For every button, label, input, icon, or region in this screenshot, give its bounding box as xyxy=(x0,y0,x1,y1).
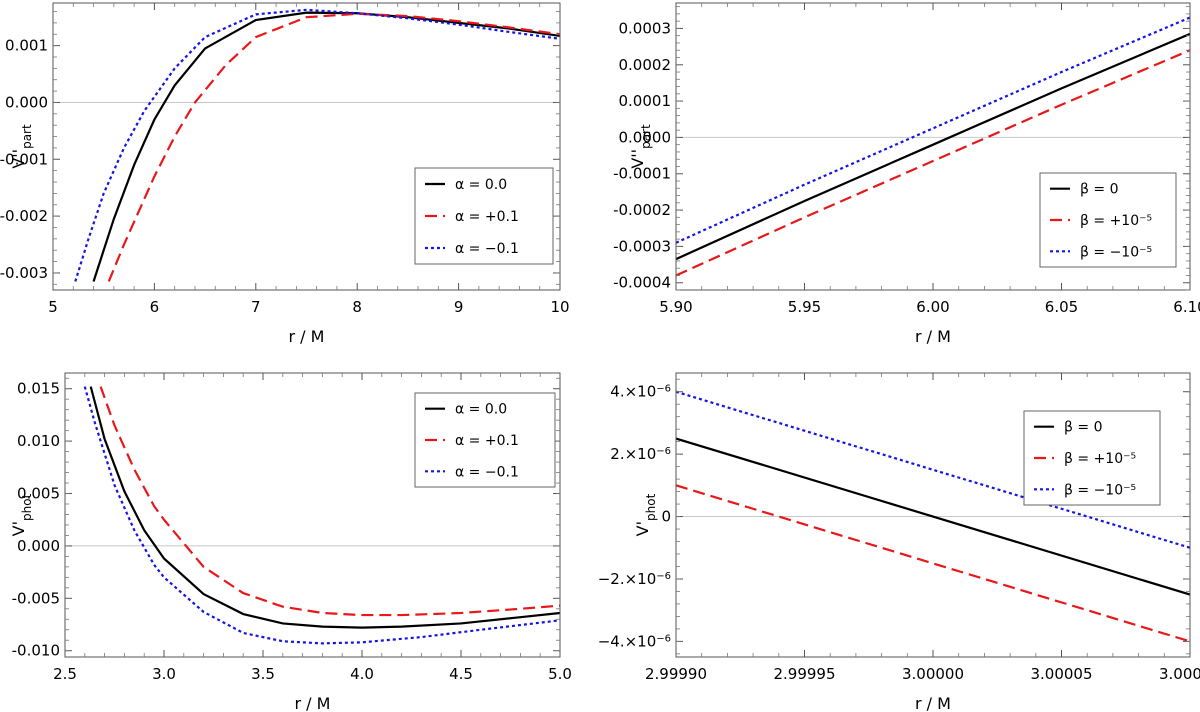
series-line-3 xyxy=(83,386,560,645)
y-tick-label: 0.000 xyxy=(5,93,48,111)
y-tick-label: 4.×10−6 xyxy=(610,383,671,401)
y-tick-label: −4.×10−6 xyxy=(598,632,671,650)
series-line-2 xyxy=(676,49,1190,277)
x-tick-label: 2.5 xyxy=(53,665,77,683)
x-tick-label: 3.00000 xyxy=(902,665,964,683)
x-tick-label: 6 xyxy=(150,298,160,316)
x-tick-label: 6.05 xyxy=(1045,298,1078,316)
x-tick-label: 4.5 xyxy=(449,665,473,683)
y-tick-label: 0.0001 xyxy=(619,92,672,110)
x-tick-label: 2.99995 xyxy=(773,665,835,683)
x-tick-label: 7 xyxy=(251,298,261,316)
x-tick-label: 3.0 xyxy=(152,665,176,683)
x-axis-title: r / M xyxy=(295,694,331,712)
x-tick-label: 5.90 xyxy=(659,298,692,316)
legend: β = 0 β = +10⁻⁵ β = −10⁻⁵ xyxy=(1039,172,1177,268)
legend-label-3: α = −0.1 xyxy=(455,464,519,480)
series-line-3 xyxy=(74,8,560,282)
series-line-2 xyxy=(107,12,560,282)
x-tick-label: 6.10 xyxy=(1173,298,1200,316)
series-line-1 xyxy=(89,386,560,629)
y-axis-title: V'phot xyxy=(633,493,658,536)
y-tick-label: -0.010 xyxy=(12,642,60,660)
x-tick-label: 2.99990 xyxy=(645,665,707,683)
y-axis-title: V'phot xyxy=(9,493,34,536)
x-tick-label: 3.00005 xyxy=(1030,665,1092,683)
plot-frame xyxy=(52,2,561,291)
y-tick-label: −2.×10−6 xyxy=(598,570,671,588)
legend-label-1: β = 0 xyxy=(1064,420,1102,436)
x-axis-title: r / M xyxy=(289,327,325,346)
x-tick-label: 5.95 xyxy=(788,298,821,316)
x-axis-title: r / M xyxy=(915,327,951,346)
series-line-2 xyxy=(676,484,1190,643)
series-line-2 xyxy=(99,386,560,617)
y-tick-label: -0.0002 xyxy=(613,201,671,219)
x-tick-label: 6.00 xyxy=(916,298,949,316)
x-tick-label: 5 xyxy=(48,298,58,316)
series-line-3 xyxy=(676,16,1190,244)
legend-label-2: α = +0.1 xyxy=(455,433,519,449)
series-line-1 xyxy=(676,32,1190,261)
series-line-1 xyxy=(676,437,1190,596)
legend: α = 0.0 α = +0.1 α = −0.1 xyxy=(414,167,554,265)
chart-panel-3: 2.5 3.0 3.5 4.0 4.5 5.0 -0.010 -0.005 0.000 0.005… xyxy=(9,372,572,712)
legend-label-1: α = 0.0 xyxy=(455,177,507,193)
y-tick-label: -0.001 xyxy=(0,150,48,168)
x-tick-label: 3.5 xyxy=(251,665,275,683)
y-tick-label: 0 xyxy=(661,508,671,526)
y-tick-label: 0.0000 xyxy=(619,128,672,146)
y-tick-label: 0.0002 xyxy=(619,56,672,74)
y-tick-label: -0.0004 xyxy=(613,274,671,292)
legend-label-3: β = −10⁻⁵ xyxy=(1080,244,1152,260)
y-tick-label: -0.0003 xyxy=(613,237,671,255)
series-line-1 xyxy=(92,11,560,282)
y-tick-label: 0.0003 xyxy=(619,19,672,37)
legend-label-2: α = +0.1 xyxy=(455,209,519,225)
legend-label-1: β = 0 xyxy=(1080,182,1118,198)
legend: β = 0 β = +10⁻⁵ β = −10⁻⁵ xyxy=(1023,410,1161,506)
x-tick-label: 4.0 xyxy=(350,665,374,683)
chart-panel-2: 5.90 5.95 6.00 6.05 6.10 -0.0004 -0.0003 -0.000… xyxy=(613,2,1200,346)
y-axis-title: V''part xyxy=(9,124,34,169)
y-tick-label: -0.002 xyxy=(0,207,48,225)
chart-panel-1: 5 6 7 8 9 10 -0.003 -0.002 -0.001 0.000 0.001 r / M… xyxy=(0,2,570,346)
y-tick-label: 0.000 xyxy=(17,537,60,555)
legend: α = 0.0 α = +0.1 α = −0.1 xyxy=(414,392,556,488)
legend-label-3: β = −10⁻⁵ xyxy=(1064,482,1136,498)
legend-label-2: β = +10⁻⁵ xyxy=(1064,451,1136,467)
legend-label-2: β = +10⁻⁵ xyxy=(1080,213,1152,229)
y-tick-label: 2.×10−6 xyxy=(610,445,671,463)
x-tick-label: 10 xyxy=(550,298,569,316)
y-tick-label: 0.001 xyxy=(5,37,48,55)
legend-label-1: α = 0.0 xyxy=(455,402,507,418)
plot-frame xyxy=(64,372,561,658)
y-tick-label: -0.003 xyxy=(0,264,48,282)
y-tick-label: 0.010 xyxy=(17,432,60,450)
x-tick-label: 9 xyxy=(454,298,464,316)
x-axis-title: r / M xyxy=(915,694,951,712)
legend-label-3: α = −0.1 xyxy=(455,241,519,257)
y-tick-label: -0.005 xyxy=(12,589,60,607)
y-tick-label: 0.015 xyxy=(17,380,60,398)
y-tick-label: -0.0001 xyxy=(613,165,671,183)
x-tick-label: 8 xyxy=(352,298,362,316)
y-tick-label: 0.005 xyxy=(17,485,60,503)
y-axis-title: V''part xyxy=(628,124,653,169)
x-tick-label: 5.0 xyxy=(548,665,572,683)
